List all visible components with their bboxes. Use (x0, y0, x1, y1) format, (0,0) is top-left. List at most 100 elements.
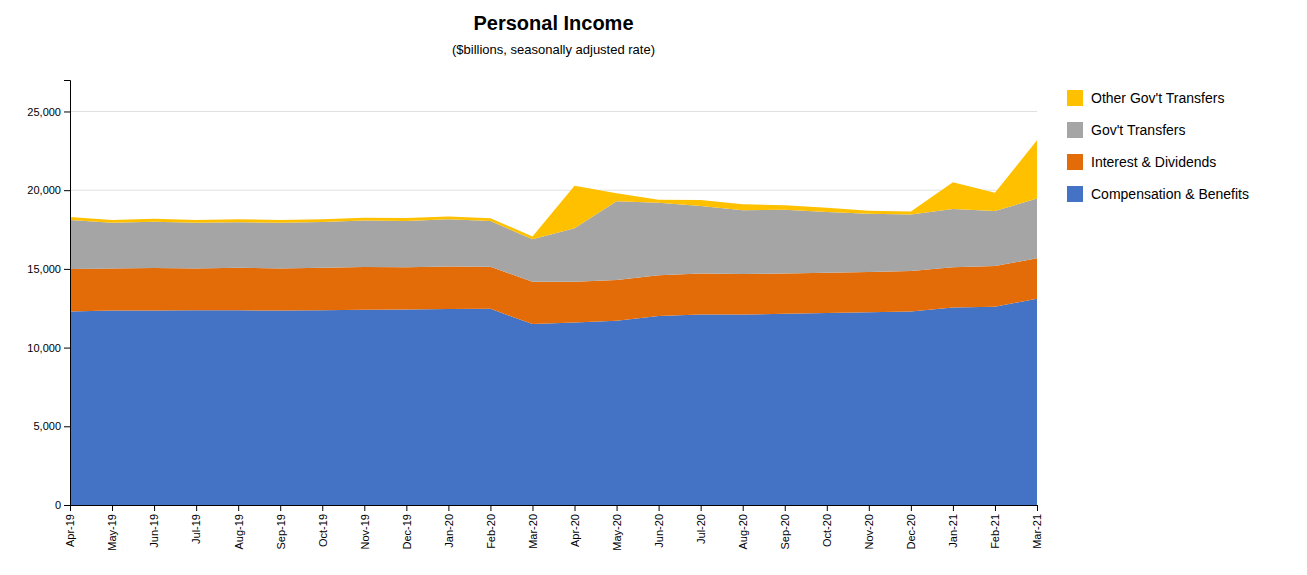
area (70, 199, 1037, 282)
tick-mark (911, 505, 912, 511)
tick-mark (953, 505, 954, 511)
legend: Other Gov't Transfers Gov't Transfers Inte… (1067, 90, 1249, 202)
areas (70, 140, 1037, 505)
tick-mark (785, 505, 786, 511)
tick-mark (364, 505, 365, 511)
grid-line (70, 190, 1037, 191)
tick-mark (70, 505, 71, 511)
tick-mark (64, 348, 70, 349)
tick-label: May-20 (611, 514, 623, 551)
x-tick: Dec-19 (401, 505, 413, 549)
grid-line (70, 111, 1037, 112)
tick-label: Sep-20 (779, 514, 791, 549)
grid (70, 111, 1037, 505)
tick-mark (406, 505, 407, 511)
x-tick: Nov-19 (359, 505, 371, 549)
tick-label: Mar-21 (1031, 514, 1043, 549)
legend-item: Other Gov't Transfers (1067, 90, 1224, 106)
x-tick: Jun-20 (653, 505, 665, 548)
tick-mark (575, 505, 576, 511)
x-tick: Jun-19 (148, 505, 160, 548)
tick-mark (64, 426, 70, 427)
tick-mark (869, 505, 870, 511)
tick-mark (448, 505, 449, 511)
tick-label: Nov-19 (359, 514, 371, 549)
tick-label: Aug-20 (737, 514, 749, 549)
tick-label: Dec-19 (401, 514, 413, 549)
y-tick: 20,000 (27, 184, 70, 196)
x-tick: Jan-21 (947, 505, 959, 548)
tick-label: Oct-19 (317, 514, 329, 547)
x-tick: Apr-20 (569, 505, 581, 547)
tick-mark (238, 505, 239, 511)
y-axis: 0 5,000 10,000 15,000 20,000 25,000 (27, 81, 70, 512)
x-tick: Aug-19 (233, 505, 245, 549)
chart: Personal Income($billions, seasonally ad… (0, 0, 1307, 575)
tick-label: Feb-20 (485, 514, 497, 549)
x-tick: Oct-19 (317, 505, 329, 547)
legend-swatch (1067, 122, 1083, 138)
tick-label: Apr-19 (64, 514, 76, 547)
tick-mark (701, 505, 702, 511)
tick-label: Jan-21 (947, 514, 959, 548)
area (70, 140, 1037, 239)
tick-mark (1037, 505, 1038, 511)
tick-label: Nov-20 (863, 514, 875, 549)
x-axis: Apr-19 May-19 Jun-19 Jul-19 Aug-19 Sep-19 Oct-… (64, 505, 1043, 551)
legend-item: Compensation & Benefits (1067, 186, 1249, 202)
tick-label: Oct-20 (821, 514, 833, 547)
axis-line (64, 81, 71, 506)
tick-mark (112, 505, 113, 511)
tick-label: 20,000 (27, 184, 61, 196)
legend-swatch (1067, 186, 1083, 202)
legend-label: Gov't Transfers (1091, 122, 1185, 138)
tick-mark (617, 505, 618, 511)
x-tick: May-19 (106, 505, 118, 551)
tick-label: 0 (55, 499, 61, 511)
tick-mark (827, 505, 828, 511)
legend-label: Interest & Dividends (1091, 154, 1216, 170)
x-tick: Feb-21 (989, 505, 1001, 549)
tick-label: Feb-21 (989, 514, 1001, 549)
tick-label: Mar-20 (527, 514, 539, 549)
x-tick: Jul-20 (695, 505, 707, 544)
tick-mark (659, 505, 660, 511)
tick-label: 5,000 (33, 420, 61, 432)
tick-mark (322, 505, 323, 511)
tick-mark (196, 505, 197, 511)
x-tick: Jul-19 (190, 505, 202, 544)
legend-swatch (1067, 90, 1083, 106)
legend-item: Gov't Transfers (1067, 122, 1185, 138)
legend-swatch (1067, 154, 1083, 170)
tick-label: Jul-20 (695, 514, 707, 544)
subtitle: ($billions, seasonally adjusted rate) (452, 42, 655, 57)
x-tick: Mar-21 (1031, 505, 1043, 549)
tick-label: May-19 (106, 514, 118, 551)
y-tick: 10,000 (27, 342, 70, 354)
tick-label: Jul-19 (190, 514, 202, 544)
tick-label: Sep-19 (275, 514, 287, 549)
legend-label: Compensation & Benefits (1091, 186, 1249, 202)
x-tick: Aug-20 (737, 505, 749, 549)
x-tick: May-20 (611, 505, 623, 551)
tick-label: Jan-20 (443, 514, 455, 548)
legend-item: Interest & Dividends (1067, 154, 1216, 170)
y-tick: 0 (55, 499, 70, 511)
tick-label: 25,000 (27, 106, 61, 118)
tick-mark (64, 190, 70, 191)
y-tick: 15,000 (27, 263, 70, 275)
y-tick: 25,000 (27, 106, 70, 118)
axis-line (71, 506, 1038, 512)
x-tick: Apr-19 (64, 505, 76, 547)
x-tick: Jan-20 (443, 505, 455, 548)
x-tick: Feb-20 (485, 505, 497, 549)
area (70, 299, 1037, 505)
tick-mark (743, 505, 744, 511)
tick-label: 10,000 (27, 342, 61, 354)
x-tick: Nov-20 (863, 505, 875, 549)
x-tick: Sep-19 (275, 505, 287, 549)
tick-label: Apr-20 (569, 514, 581, 547)
tick-mark (64, 269, 70, 270)
tick-mark (995, 505, 996, 511)
tick-label: Dec-20 (905, 514, 917, 549)
